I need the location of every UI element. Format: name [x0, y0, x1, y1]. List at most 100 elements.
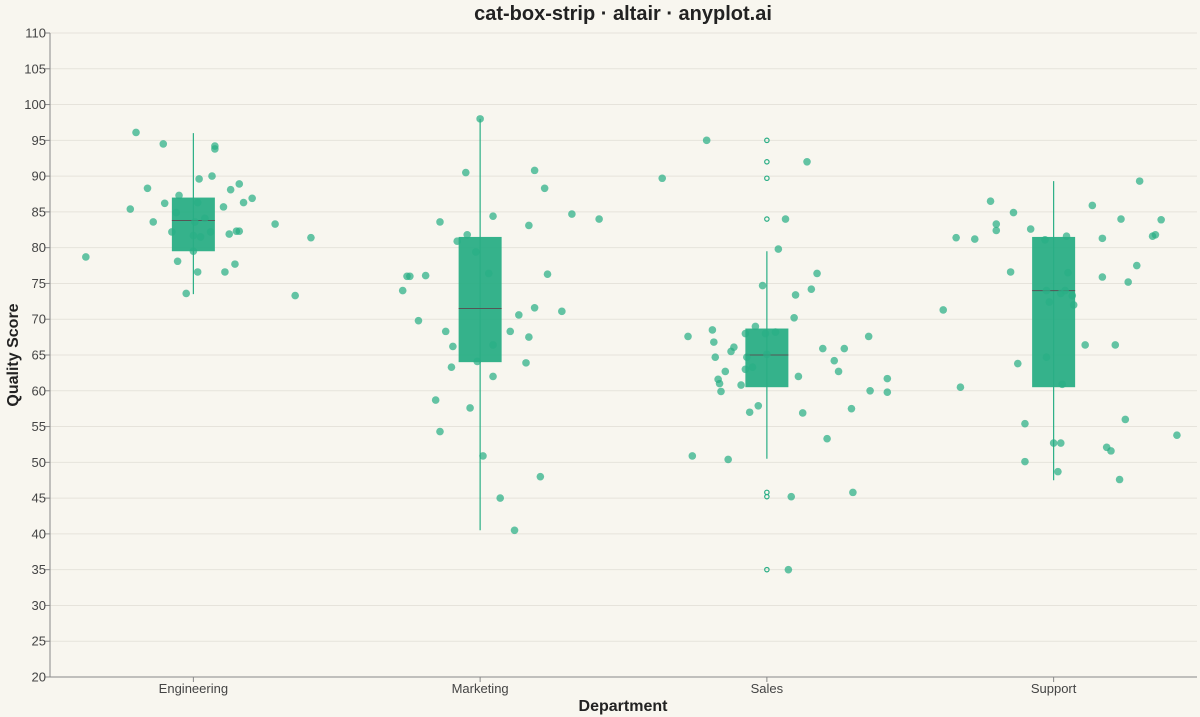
strip-point — [195, 175, 203, 183]
strip-point — [1069, 301, 1078, 309]
strip-point — [787, 492, 796, 501]
strip-point — [741, 365, 750, 374]
strip-point — [525, 333, 533, 341]
strip-point — [724, 455, 732, 464]
strip-point — [208, 172, 216, 180]
y-tick-label: 35 — [32, 562, 46, 577]
y-tick-label: 20 — [32, 670, 46, 685]
chart-title: cat-box-strip · altair · anyplot.ai — [474, 3, 772, 25]
strip-point — [489, 372, 497, 381]
strip-point — [1062, 232, 1071, 241]
strip-point — [221, 268, 229, 276]
y-tick-label: 85 — [32, 204, 46, 219]
point-layer — [82, 115, 1181, 574]
strip-point — [211, 142, 219, 150]
strip-point — [1009, 208, 1018, 217]
strip-point — [883, 388, 892, 397]
strip-point — [436, 427, 444, 436]
strip-point — [1124, 278, 1132, 286]
y-tick-label: 40 — [32, 526, 46, 541]
strip-point — [952, 233, 960, 242]
y-tick-label: 100 — [24, 97, 46, 112]
strip-point — [1064, 268, 1072, 277]
strip-point — [506, 327, 515, 336]
box-outlier — [764, 175, 770, 182]
strip-point — [774, 245, 783, 253]
strip-point — [1107, 447, 1115, 455]
strip-point — [510, 526, 519, 535]
strip-point — [421, 271, 430, 280]
strip-point — [1117, 215, 1125, 223]
strip-point — [807, 285, 816, 293]
strip-point — [730, 343, 738, 351]
strip-point — [193, 198, 202, 207]
strip-point — [1061, 286, 1069, 295]
strip-point — [447, 363, 456, 371]
strip-point — [1111, 341, 1120, 349]
strip-point — [1115, 475, 1124, 484]
strip-point — [132, 128, 140, 137]
strip-point — [834, 367, 843, 376]
strip-point — [168, 228, 176, 236]
strip-point — [540, 184, 549, 193]
strip-point — [803, 158, 811, 166]
strip-point — [530, 166, 539, 175]
grid-lines — [50, 32, 1197, 678]
strip-point — [235, 180, 244, 188]
x-axis-title: Department — [579, 698, 669, 715]
strip-point — [466, 404, 474, 412]
strip-point — [476, 115, 484, 123]
strip-point — [1045, 298, 1054, 306]
strip-point — [939, 306, 948, 314]
strip-point — [1013, 359, 1022, 368]
strip-point — [159, 140, 168, 148]
strip-point — [1081, 341, 1089, 349]
strip-point — [791, 291, 800, 299]
axes: 20 25 30 35 40 45 50 55 60 65 70 75 80 85 90 95 100 105 11… — [24, 26, 1197, 696]
strip-point — [489, 341, 497, 349]
x-tick-label: Marketing — [452, 681, 509, 696]
strip-point — [992, 226, 1001, 235]
strip-point — [741, 329, 750, 338]
strip-point — [406, 272, 414, 281]
y-tick-label: 70 — [32, 312, 46, 327]
strip-point — [189, 247, 198, 256]
y-axis-title: Quality Score — [5, 303, 22, 406]
strip-point — [1042, 353, 1051, 361]
strip-point — [684, 332, 692, 341]
strip-point — [751, 322, 760, 331]
strip-point — [754, 402, 763, 410]
y-tick-label: 95 — [32, 133, 46, 148]
strip-point — [543, 270, 552, 278]
box-outlier — [764, 159, 770, 165]
strip-point — [745, 408, 754, 417]
strip-point — [1173, 431, 1181, 439]
strip-point — [818, 344, 827, 353]
strip-point — [763, 350, 771, 359]
strip-point — [219, 203, 228, 211]
strip-point — [1098, 273, 1107, 281]
y-tick-label: 65 — [32, 348, 46, 363]
strip-point — [175, 191, 183, 200]
strip-point — [1042, 286, 1051, 295]
strip-point — [1135, 177, 1144, 185]
strip-point — [479, 452, 487, 460]
strip-point — [1068, 291, 1077, 300]
strip-point — [489, 212, 497, 220]
x-tick-label: Support — [1031, 681, 1077, 696]
strip-point — [558, 307, 566, 316]
strip-point — [239, 198, 248, 207]
strip-point — [431, 396, 440, 404]
strip-point — [849, 488, 857, 497]
strip-point — [743, 353, 751, 361]
strip-point — [992, 220, 1001, 228]
strip-point — [172, 208, 180, 217]
strip-point — [225, 230, 234, 238]
strip-point — [173, 257, 182, 266]
strip-point — [126, 205, 135, 213]
y-tick-label: 30 — [32, 598, 46, 613]
x-tick-label: Sales — [751, 681, 784, 696]
box-outlier — [764, 216, 770, 222]
strip-point — [271, 220, 279, 228]
